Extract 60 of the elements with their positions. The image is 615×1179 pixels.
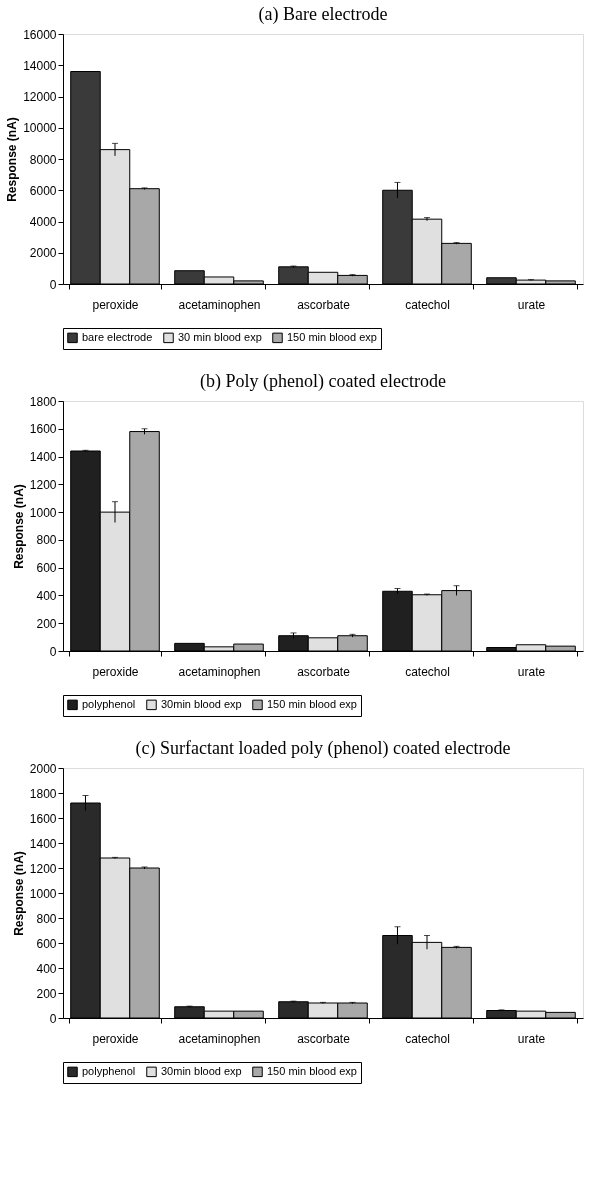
y-tick-label: 1400: [29, 836, 57, 851]
x-tick-label: acetaminophen: [178, 1031, 261, 1046]
y-axis-title: Response (nA): [11, 484, 26, 569]
x-tick-label: peroxide: [92, 1031, 139, 1046]
y-tick-label: 1000: [29, 505, 57, 520]
y-tick-label: 1800: [29, 394, 57, 409]
chart-title: (c) Surfactant loaded poly (phenol) coated electrode: [135, 738, 511, 759]
legend-label: 150 min blood exp: [287, 330, 377, 343]
x-tick-label: ascorbate: [297, 1031, 351, 1046]
y-tick-label: 200: [36, 986, 57, 1001]
x-tick-label: catechol: [405, 664, 450, 679]
legend-label: 150 min blood exp: [267, 697, 357, 710]
y-axis-title: Response (nA): [11, 851, 26, 936]
y-tick-label: 1200: [29, 477, 57, 492]
x-tick-label: peroxide: [92, 297, 139, 312]
y-tick-label: 600: [36, 936, 57, 951]
x-tick-label: ascorbate: [297, 297, 351, 312]
legend-label: bare electrode: [82, 330, 153, 343]
y-tick-label: 1600: [29, 811, 57, 826]
x-tick-label: catechol: [405, 297, 450, 312]
legend-label: polyphenol: [82, 1064, 136, 1077]
y-tick-label: 400: [36, 588, 57, 603]
x-tick-label: urate: [517, 1031, 546, 1046]
y-tick-label: 12000: [23, 90, 57, 104]
y-tick-label: 1000: [29, 886, 57, 901]
chart-title: (b) Poly (phenol) coated electrode: [200, 371, 446, 392]
y-tick-label: 16000: [23, 27, 57, 42]
y-tick-label: 1400: [29, 450, 57, 465]
y-tick-label: 14000: [23, 58, 57, 73]
y-tick-label: 2000: [29, 761, 57, 776]
y-tick-label: 0: [49, 277, 57, 292]
y-tick-label: 1800: [29, 786, 57, 801]
x-tick-label: urate: [517, 297, 546, 312]
x-tick-label: urate: [517, 664, 546, 679]
y-tick-label: 4000: [29, 215, 57, 229]
y-tick-label: 1600: [29, 422, 57, 437]
y-tick-label: 6000: [29, 183, 57, 198]
y-tick-label: 10000: [23, 121, 57, 136]
y-tick-label: 400: [36, 961, 57, 976]
legend-label: 150 min blood exp: [267, 1064, 357, 1077]
legend-label: 30min blood exp: [161, 1064, 242, 1077]
x-tick-label: acetaminophen: [178, 664, 261, 679]
y-tick-label: 1200: [29, 861, 57, 876]
x-tick-label: peroxide: [92, 664, 139, 679]
y-tick-label: 800: [36, 911, 57, 926]
legend-label: 30 min blood exp: [178, 330, 262, 343]
y-axis-title: Response (nA): [5, 117, 20, 202]
legend-label: polyphenol: [82, 697, 136, 710]
chart-title: (a) Bare electrode: [258, 4, 388, 25]
y-tick-label: 0: [49, 644, 57, 659]
x-tick-label: ascorbate: [297, 664, 351, 679]
y-tick-label: 200: [36, 616, 57, 631]
y-tick-label: 800: [36, 533, 57, 548]
x-tick-label: catechol: [405, 1031, 450, 1046]
x-tick-label: acetaminophen: [178, 297, 261, 312]
y-tick-label: 8000: [29, 152, 57, 167]
y-tick-label: 2000: [29, 246, 57, 261]
legend-label: 30min blood exp: [161, 697, 242, 710]
y-tick-label: 600: [36, 561, 57, 576]
y-tick-label: 0: [49, 1011, 57, 1026]
